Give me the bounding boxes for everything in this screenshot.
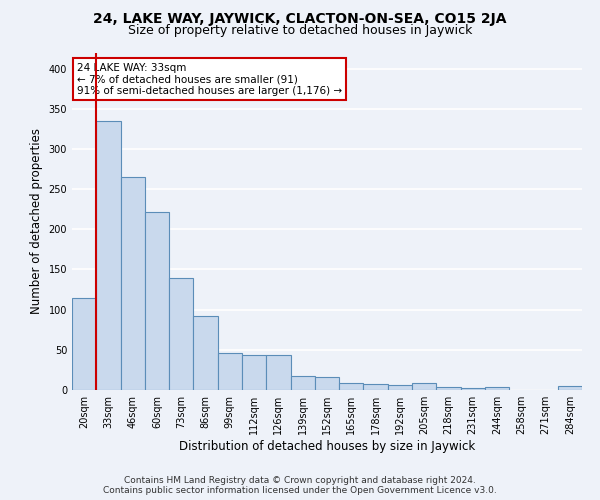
- Bar: [485, 387, 509, 390]
- Text: Contains HM Land Registry data © Crown copyright and database right 2024.
Contai: Contains HM Land Registry data © Crown c…: [103, 476, 497, 495]
- Bar: [461, 388, 485, 390]
- Text: 24, LAKE WAY, JAYWICK, CLACTON-ON-SEA, CO15 2JA: 24, LAKE WAY, JAYWICK, CLACTON-ON-SEA, C…: [93, 12, 507, 26]
- Bar: [145, 212, 169, 390]
- Bar: [558, 386, 582, 390]
- Bar: [96, 121, 121, 390]
- X-axis label: Distribution of detached houses by size in Jaywick: Distribution of detached houses by size …: [179, 440, 475, 453]
- Bar: [121, 177, 145, 390]
- Bar: [193, 316, 218, 390]
- Bar: [290, 376, 315, 390]
- Text: Size of property relative to detached houses in Jaywick: Size of property relative to detached ho…: [128, 24, 472, 37]
- Text: 24 LAKE WAY: 33sqm
← 7% of detached houses are smaller (91)
91% of semi-detached: 24 LAKE WAY: 33sqm ← 7% of detached hous…: [77, 62, 342, 96]
- Bar: [412, 383, 436, 390]
- Bar: [339, 383, 364, 390]
- Bar: [218, 353, 242, 390]
- Bar: [266, 356, 290, 390]
- Y-axis label: Number of detached properties: Number of detached properties: [30, 128, 43, 314]
- Bar: [242, 354, 266, 390]
- Bar: [436, 387, 461, 390]
- Bar: [388, 385, 412, 390]
- Bar: [364, 384, 388, 390]
- Bar: [169, 278, 193, 390]
- Bar: [72, 298, 96, 390]
- Bar: [315, 377, 339, 390]
